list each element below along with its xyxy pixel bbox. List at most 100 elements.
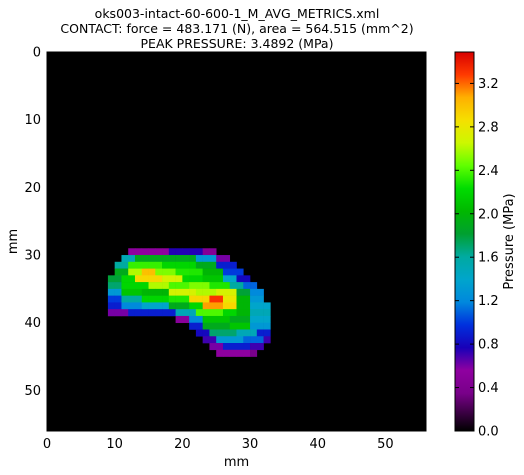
heatmap-cell <box>229 336 237 344</box>
heatmap-cell <box>243 315 251 324</box>
heatmap-cell <box>229 309 237 317</box>
heatmap-cell <box>236 336 244 344</box>
heatmap-cell <box>229 288 237 296</box>
chart-title-line-3: PEAK PRESSURE: 3.4892 (MPa) <box>140 36 334 51</box>
heatmap-cell <box>128 309 136 317</box>
heatmap-cell <box>107 295 115 303</box>
heatmap-cell <box>256 288 264 296</box>
heatmap-cell <box>189 288 197 296</box>
heatmap-cell <box>250 288 258 296</box>
heatmap-cell <box>168 302 176 310</box>
heatmap-cell <box>175 268 183 276</box>
heatmap-cell <box>175 248 183 256</box>
heatmap-cell <box>250 343 258 351</box>
heatmap-cell <box>121 275 129 283</box>
heatmap-cell <box>216 261 224 269</box>
heatmap-cell <box>202 248 210 256</box>
y-tick-label: 20 <box>24 181 41 196</box>
heatmap-cell <box>209 288 217 296</box>
heatmap-cell <box>175 261 183 269</box>
heatmap-cell <box>195 315 203 324</box>
colorbar-tick-label: 0.8 <box>478 338 499 353</box>
heatmap-cell <box>121 261 129 269</box>
heatmap-cell <box>216 329 224 337</box>
heatmap-cell <box>168 295 176 303</box>
heatmap-cell <box>250 349 258 357</box>
heatmap-cell <box>209 343 217 351</box>
heatmap-cell <box>121 302 129 310</box>
heatmap-cell <box>189 261 197 269</box>
heatmap-cell <box>195 322 203 330</box>
heatmap-cell <box>107 288 115 296</box>
heatmap-cell <box>229 275 237 283</box>
heatmap-cell <box>236 295 244 303</box>
heatmap-cell <box>216 255 224 263</box>
heatmap-cell <box>256 315 264 324</box>
heatmap-cell <box>189 275 197 283</box>
heatmap-cell <box>128 288 136 296</box>
heatmap-cell <box>128 248 136 256</box>
heatmap-cell <box>229 329 237 337</box>
heatmap-cell <box>155 261 163 269</box>
heatmap-cell <box>182 295 190 303</box>
heatmap-cell <box>107 275 115 283</box>
heatmap-cell <box>141 255 149 263</box>
heatmap-cell <box>134 302 143 310</box>
heatmap-cell <box>189 309 197 317</box>
heatmap-cell <box>229 315 237 324</box>
heatmap-cell <box>236 329 244 337</box>
y-tick-label: 30 <box>24 249 41 264</box>
heatmap-cell <box>216 288 224 296</box>
heatmap-cell <box>236 282 244 290</box>
heatmap-cell <box>107 302 115 310</box>
heatmap-cell <box>202 295 210 303</box>
heatmap-cell <box>121 268 129 276</box>
heatmap-cell <box>263 329 271 337</box>
heatmap-cell <box>202 261 210 269</box>
heatmap-cell <box>256 336 264 344</box>
heatmap-cell <box>148 275 156 283</box>
heatmap-cell <box>229 282 237 290</box>
colorbar-tick-label: 2.4 <box>478 164 499 179</box>
heatmap-cell <box>202 322 210 330</box>
heatmap-cell <box>162 255 170 263</box>
colorbar-tick-label: 2.0 <box>478 207 499 222</box>
chart-title-line-2: CONTACT: force = 483.171 (N), area = 564… <box>60 21 414 36</box>
heatmap-cell <box>195 268 203 276</box>
heatmap-cell <box>229 302 237 310</box>
heatmap-cell <box>209 275 217 283</box>
heatmap-cell <box>134 295 143 303</box>
heatmap-cell <box>209 255 217 263</box>
heatmap-cell <box>209 315 217 324</box>
heatmap-cell <box>216 349 224 357</box>
heatmap-cell <box>256 343 264 351</box>
heatmap-cell <box>148 282 156 290</box>
heatmap-cell <box>114 302 122 310</box>
heatmap-cell <box>250 336 258 344</box>
heatmap-cell <box>229 268 237 276</box>
heatmap-cell <box>236 288 244 296</box>
heatmap-cell <box>182 302 190 310</box>
heatmap-cell <box>128 268 136 276</box>
y-tick-label: 10 <box>24 113 41 128</box>
heatmap-cell <box>250 309 258 317</box>
heatmap-cell <box>141 268 149 276</box>
heatmap-cell <box>155 248 163 256</box>
heatmap-cell <box>216 343 224 351</box>
heatmap-cell <box>189 315 197 324</box>
heatmap-cell <box>141 282 149 290</box>
heatmap-cell <box>189 248 197 256</box>
heatmap-cell <box>243 349 251 357</box>
heatmap-cell <box>189 268 197 276</box>
heatmap-cell <box>182 315 190 324</box>
heatmap-cell <box>209 295 217 303</box>
heatmap-cell <box>168 309 176 317</box>
heatmap-cell <box>175 315 183 324</box>
heatmap-cell <box>114 295 122 303</box>
heatmap-cell <box>162 248 170 256</box>
heatmap-cell <box>243 329 251 337</box>
heatmap-cell <box>236 275 244 283</box>
heatmap-cell <box>216 302 224 310</box>
colorbar-tick-label: 0.0 <box>478 425 499 440</box>
